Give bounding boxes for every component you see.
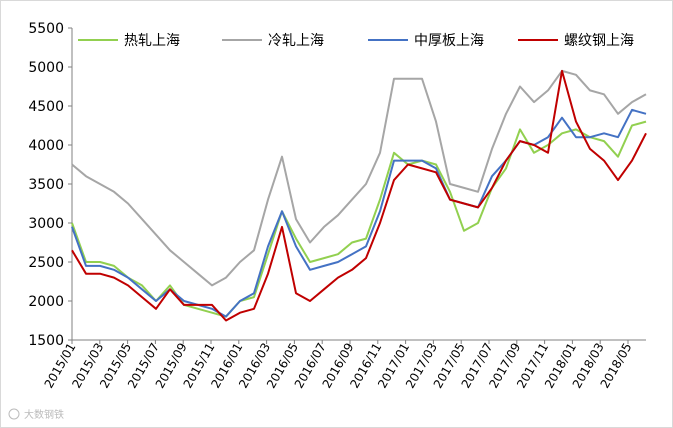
y-tick-label: 5500 — [28, 21, 64, 37]
watermark-logo-icon — [8, 408, 20, 420]
legend-label: 热轧上海 — [124, 33, 180, 49]
series-line-3 — [71, 69, 647, 322]
watermark-text: 大数钢铁 — [24, 408, 64, 421]
y-tick-label: 5000 — [28, 60, 64, 76]
legend-label: 中厚板上海 — [414, 33, 484, 49]
y-tick-label: 4000 — [28, 138, 64, 154]
y-tick-label: 1500 — [28, 333, 64, 349]
series-group — [71, 69, 647, 322]
series-line-1 — [71, 69, 647, 287]
y-tick-label: 3000 — [28, 216, 64, 232]
series-line-0 — [71, 120, 647, 318]
y-tick-label: 3500 — [28, 177, 64, 193]
y-tick-label: 2000 — [28, 294, 64, 310]
x-axis: 2015/012015/032015/052015/072015/092015/… — [42, 339, 646, 391]
y-tick-label: 4500 — [28, 99, 64, 115]
legend-label: 螺纹钢上海 — [564, 33, 634, 49]
legend: 热轧上海 冷轧上海 中厚板上海 螺纹钢上海 — [78, 33, 634, 49]
watermark: 大数钢铁 — [8, 408, 64, 421]
legend-label: 冷轧上海 — [268, 33, 324, 49]
y-tick-label: 2500 — [28, 255, 64, 271]
series-line-2 — [71, 108, 647, 318]
y-axis: 1500 2000 2500 3000 3500 4000 4500 5000 5500 — [28, 21, 73, 349]
